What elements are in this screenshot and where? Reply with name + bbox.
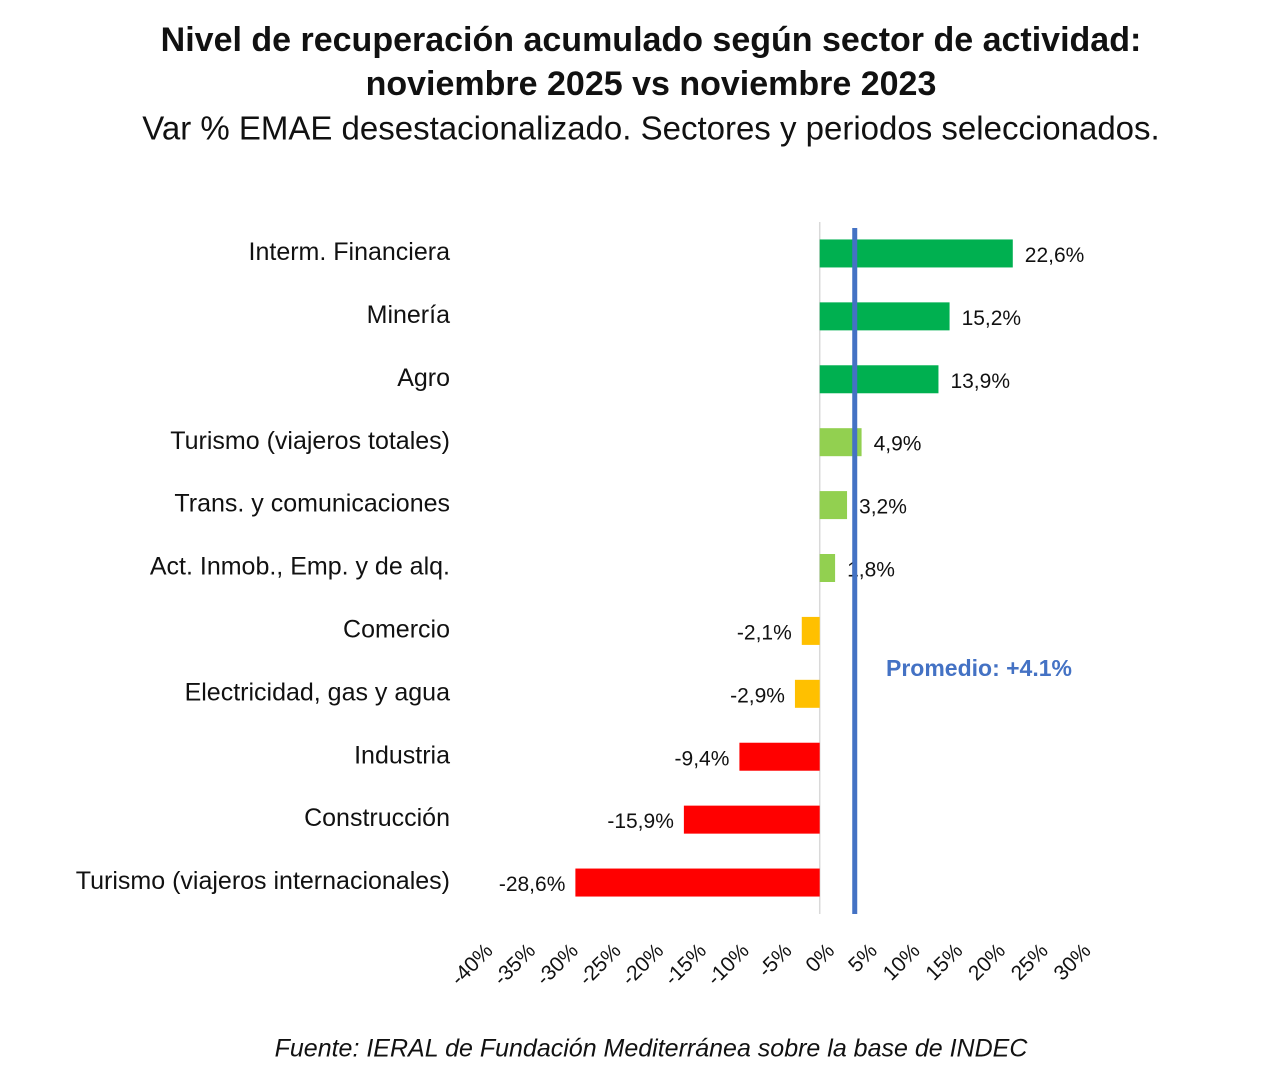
chart-title: noviembre 2025 vs noviembre 2023: [366, 65, 937, 103]
bar: [575, 868, 820, 897]
chart-subtitle: Var % EMAE desestacionalizado. Sectores …: [142, 110, 1159, 147]
x-tick-label: 0%: [801, 939, 839, 977]
value-label: -9,4%: [675, 747, 730, 770]
value-label: 4,9%: [874, 433, 922, 456]
x-tick-label: -15%: [660, 939, 711, 990]
x-tick-label: -10%: [703, 939, 754, 990]
source-note: Fuente: IERAL de Fundación Mediterránea …: [275, 1035, 1029, 1063]
bar: [819, 302, 950, 331]
value-label: 22,6%: [1025, 244, 1085, 267]
x-tick-label: 5%: [844, 939, 882, 977]
x-tick-label: 10%: [879, 939, 925, 985]
x-tick-label: -20%: [617, 939, 668, 990]
bar: [801, 616, 820, 645]
x-tick-label: -30%: [532, 939, 583, 990]
value-label: 15,2%: [962, 307, 1022, 330]
reference-label: Promedio: +4.1%: [886, 655, 1072, 681]
bar: [794, 679, 820, 708]
x-tick-label: 25%: [1007, 939, 1053, 985]
y-tick-label: Construcción: [304, 804, 450, 832]
x-tick-label: -35%: [489, 939, 540, 990]
bar: [819, 554, 836, 582]
value-label: -15,9%: [607, 810, 674, 833]
bar: [819, 491, 848, 520]
y-tick-label: Electricidad, gas y agua: [185, 678, 451, 706]
value-label: 1,8%: [847, 559, 895, 582]
y-tick-label: Turismo (viajeros totales): [170, 427, 450, 455]
chart-title: Nivel de recuperación acumulado según se…: [161, 21, 1142, 59]
y-tick-label: Act. Inmob., Emp. y de alq.: [150, 553, 450, 581]
value-label: -28,6%: [499, 873, 566, 896]
y-tick-label: Minería: [367, 301, 450, 329]
bar: [819, 239, 1013, 268]
bar: [819, 365, 939, 394]
x-tick-label: -40%: [447, 939, 498, 990]
value-label: -2,1%: [737, 621, 792, 644]
x-tick-label: 20%: [964, 939, 1010, 985]
x-tick-label: 15%: [921, 939, 967, 985]
bar: [739, 742, 820, 771]
y-tick-label: Turismo (viajeros internacionales): [76, 867, 450, 895]
x-tick-label: 30%: [1049, 939, 1095, 985]
x-tick-label: -5%: [754, 939, 797, 982]
x-tick-label: -25%: [575, 939, 626, 990]
y-tick-label: Industria: [354, 741, 450, 769]
y-tick-label: Trans. y comunicaciones: [174, 490, 450, 518]
y-tick-label: Agro: [397, 364, 450, 392]
value-label: 13,9%: [950, 370, 1010, 393]
bar: [683, 805, 820, 834]
value-label: -2,9%: [730, 684, 785, 707]
y-tick-label: Interm. Financiera: [249, 238, 451, 266]
value-label: 3,2%: [859, 496, 907, 519]
y-tick-label: Comercio: [343, 616, 450, 644]
